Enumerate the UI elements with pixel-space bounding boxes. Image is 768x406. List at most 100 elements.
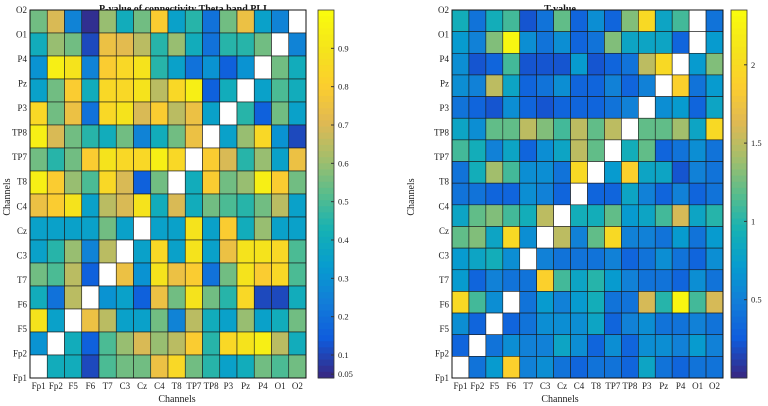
heatmap-cell (654, 96, 673, 119)
heatmap-cell (253, 262, 272, 287)
x-tick-label: T7 (523, 381, 533, 391)
heatmap-cell (271, 308, 290, 333)
colorbar-segment (318, 292, 334, 299)
colorbar-tick-label: 0.1 (338, 350, 349, 360)
heatmap-cell (288, 170, 307, 195)
heatmap-cell (553, 269, 571, 292)
y-tick-label: F6 (17, 299, 27, 309)
colorbar-tick-label: 0.05 (338, 369, 353, 379)
y-tick-label: T7 (439, 275, 449, 285)
colorbar-segment (318, 218, 334, 226)
colorbar-segment (318, 304, 334, 312)
heatmap-cell (271, 55, 290, 80)
heatmap-cell (570, 31, 588, 54)
colorbar-tick-label: 0.4 (338, 235, 349, 245)
x-tick-label: P4 (258, 381, 268, 391)
colorbar-tick-label: 1.5 (751, 138, 762, 148)
heatmap-cell (671, 182, 690, 206)
heatmap-cell (81, 55, 100, 80)
heatmap-cell (202, 354, 221, 379)
heatmap-cell (519, 52, 537, 76)
heatmap-cell (485, 96, 504, 119)
x-tick-label: Fp2 (49, 381, 63, 391)
heatmap-cell (202, 147, 221, 172)
colorbar-frame (317, 9, 335, 379)
heatmap-cell (133, 78, 152, 103)
heatmap-cell (219, 193, 238, 218)
heatmap-cell (570, 291, 588, 314)
colorbar-segment (731, 132, 747, 140)
heatmap-cell (519, 31, 537, 54)
heatmap-cell (81, 124, 100, 149)
heatmap-cell (253, 78, 272, 103)
y-tick-label: F5 (17, 324, 27, 334)
heatmap-cell (133, 285, 152, 310)
heatmap-cell (485, 31, 504, 54)
heatmap-cell (604, 291, 622, 314)
heatmap-cell (502, 269, 521, 292)
heatmap-cell (236, 9, 255, 34)
heatmap-cell (81, 354, 100, 379)
heatmap-cell (671, 74, 690, 97)
heatmap-cell (236, 331, 255, 356)
colorbar-segment (318, 206, 334, 213)
y-tick-label: C3 (16, 250, 27, 260)
heatmap-cell (536, 117, 554, 141)
colorbar-segment (318, 120, 334, 128)
heatmap-cell (536, 247, 554, 271)
heatmap-cell (288, 239, 307, 264)
y-tick-label: P3 (439, 103, 449, 113)
heatmap-cell (587, 52, 605, 76)
colorbar-segment (731, 77, 747, 85)
x-tick-label: P4 (676, 381, 686, 391)
heatmap-cell (184, 101, 203, 126)
heatmap-cell (98, 239, 117, 264)
heatmap-cell (29, 331, 48, 356)
heatmap-cell (150, 78, 169, 103)
heatmap-cell (288, 216, 307, 241)
heatmap-cell (46, 216, 65, 241)
colorbar-tick-label: 0.5 (338, 197, 349, 207)
heatmap-cell (133, 216, 152, 241)
heatmap-cell (451, 226, 470, 249)
heatmap-cell (167, 147, 186, 172)
heatmap-cell (64, 170, 83, 195)
heatmap-cell (115, 239, 134, 264)
x-tick-label: Fp1 (453, 381, 467, 391)
heatmap-cell (468, 52, 487, 76)
heatmap-cell (688, 52, 707, 76)
x-tick-label: F6 (86, 381, 96, 391)
colorbar-segment (318, 108, 334, 115)
heatmap-cell (288, 32, 307, 57)
heatmap-cell (236, 285, 255, 310)
colorbar-segment (731, 16, 747, 23)
heatmap-cell (654, 269, 673, 292)
heatmap-cell (553, 96, 571, 119)
heatmap-cell (98, 193, 117, 218)
x-tick-label: O2 (709, 381, 720, 391)
heatmap-cell (671, 96, 690, 119)
heatmap-cell (688, 31, 707, 54)
heatmap-cell (167, 354, 186, 379)
colorbar-segment (731, 347, 747, 354)
heatmap-cell (654, 74, 673, 97)
heatmap-cell (115, 78, 134, 103)
heatmap-cell (451, 204, 470, 227)
heatmap-cell (253, 101, 272, 126)
heatmap-cell (98, 308, 117, 333)
x-tick-label: Fp1 (32, 381, 46, 391)
heatmap-cell (587, 31, 605, 54)
heatmap-cell (133, 101, 152, 126)
heatmap-cell (705, 356, 724, 379)
heatmap-cell (621, 312, 639, 336)
heatmap-cell (288, 331, 307, 356)
heatmap-cell (81, 101, 100, 126)
heatmap-cell (536, 31, 554, 54)
heatmap-cell (621, 334, 639, 357)
colorbar-segment (731, 292, 747, 299)
y-tick-label: Cz (439, 226, 449, 236)
heatmap-cell (253, 55, 272, 80)
heatmap-cell (688, 182, 707, 206)
heatmap-cell (29, 216, 48, 241)
heatmap-cell (81, 216, 100, 241)
